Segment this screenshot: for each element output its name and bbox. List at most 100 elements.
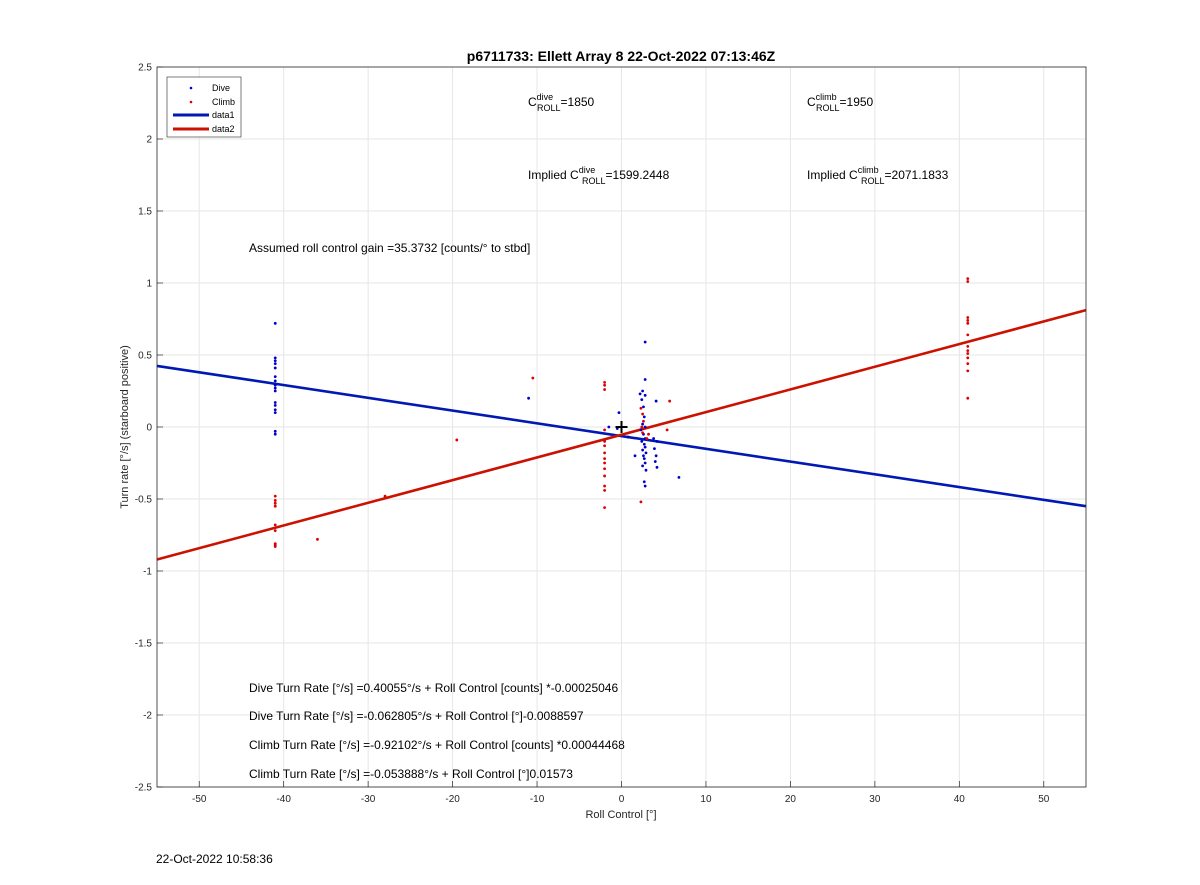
y-tick-label: 2.5: [138, 63, 152, 74]
dive-point: [273, 386, 277, 390]
dive-point: [654, 399, 658, 403]
legend-dive-marker: [189, 86, 193, 90]
dive-point: [273, 375, 277, 378]
climb-point: [273, 545, 277, 548]
legend: Dive Climb data1 data2: [166, 76, 242, 138]
x-tick-label: -10: [530, 794, 545, 805]
climb-point: [455, 438, 459, 442]
dive-point: [638, 392, 642, 396]
c-roll-dive-annotation: Cdive ROLL=1850: [528, 92, 595, 113]
dive-point: [641, 389, 645, 393]
c-roll-climb-superscript: climb: [816, 92, 837, 102]
climb-point: [603, 506, 607, 510]
dive-point: [273, 411, 277, 414]
climb-point: [273, 529, 277, 533]
climb-point: [603, 444, 607, 448]
climb-point: [603, 380, 607, 384]
dive-point: [642, 415, 646, 419]
dive-point: [273, 432, 277, 436]
dive-point: [643, 378, 647, 381]
dive-point: [273, 404, 277, 407]
x-tick-label: -30: [361, 794, 376, 805]
climb-point: [603, 461, 607, 465]
dive-point: [643, 425, 647, 429]
climb-point: [966, 344, 970, 348]
x-tick-label: -50: [192, 794, 207, 805]
dive-points: [273, 321, 681, 488]
dive-point: [527, 396, 530, 400]
dive-point: [273, 389, 277, 393]
legend-data2-label: data2: [212, 124, 235, 134]
dive-equation-counts: Dive Turn Rate [°/s] =0.40055°/s + Roll …: [249, 681, 618, 695]
y-tick-label: 0.5: [138, 351, 152, 362]
y-tick-label: 2: [146, 135, 152, 146]
legend-data1-label: data1: [212, 110, 235, 120]
c-roll-climb-symbol: C: [807, 95, 816, 109]
dive-point: [273, 321, 277, 325]
y-tick-label: -2: [143, 711, 152, 722]
dive-point: [642, 405, 645, 409]
climb-point: [603, 383, 607, 387]
climb-point: [966, 356, 970, 360]
y-tick-label: 0: [146, 423, 152, 434]
dive-point: [643, 484, 647, 488]
implied-dive-value: =1599.2448: [606, 168, 670, 182]
climb-point: [273, 523, 277, 527]
climb-point: [641, 431, 645, 435]
dive-point: [273, 429, 277, 433]
dive-point: [677, 476, 681, 479]
dive-point: [607, 425, 611, 429]
climb-point: [603, 484, 607, 488]
climb-point: [966, 349, 970, 353]
climb-point: [966, 277, 970, 281]
y-tick-label: -2.5: [135, 783, 153, 794]
climb-point: [603, 440, 607, 443]
c-roll-dive-subscript: ROLL: [537, 103, 561, 113]
climb-point: [966, 333, 970, 337]
dive-point: [273, 362, 277, 366]
dive-point: [273, 401, 277, 404]
climb-point: [603, 451, 607, 455]
dive-point: [641, 464, 645, 468]
y-tick-label: 1: [146, 279, 152, 290]
x-tick-label: 0: [619, 794, 625, 805]
c-roll-dive-value: =1850: [561, 95, 595, 109]
implied-dive-superscript: dive: [579, 165, 596, 175]
y-tick-label: -0.5: [135, 495, 153, 506]
climb-point: [640, 425, 644, 429]
x-tick-label: 30: [869, 794, 881, 805]
data2-fit-line: [156, 308, 1087, 561]
implied-climb-value: =2071.1833: [885, 168, 949, 182]
climb-point: [273, 499, 277, 502]
dive-point: [643, 340, 647, 344]
c-roll-dive-superscript: dive: [537, 92, 554, 102]
climb-equation-degrees: Climb Turn Rate [°/s] =-0.053888°/s + Ro…: [249, 767, 573, 781]
climb-point: [603, 474, 607, 478]
dive-point: [643, 445, 647, 449]
dive-point: [640, 440, 644, 443]
climb-point: [966, 369, 970, 373]
climb-point: [642, 419, 645, 423]
implied-climb-superscript: climb: [858, 165, 879, 175]
dive-point: [639, 428, 643, 432]
dive-point: [642, 457, 646, 461]
y-axis-label: Turn rate [°/s] (starboard positive): [119, 345, 131, 509]
chart-title: p6711733: Ellett Array 8 22-Oct-2022 07:…: [467, 48, 776, 64]
dive-point: [642, 480, 646, 484]
roll-gain-annotation: Assumed roll control gain =35.3732 [coun…: [249, 241, 530, 255]
x-tick-label: -20: [445, 794, 460, 805]
x-tick-label: 10: [700, 794, 712, 805]
climb-point: [645, 437, 649, 440]
y-tick-label: 1.5: [138, 207, 152, 218]
implied-c-roll-dive-annotation: Implied Cdive ROLL=1599.2448: [528, 165, 670, 186]
y-tick-label: -1.5: [135, 639, 153, 650]
climb-point: [531, 376, 535, 380]
dive-point: [273, 379, 277, 383]
dive-point: [655, 465, 659, 469]
implied-climb-subscript: ROLL: [861, 176, 885, 186]
legend-dive-label: Dive: [212, 83, 230, 93]
climb-equation-counts: Climb Turn Rate [°/s] =-0.92102°/s + Rol…: [249, 738, 625, 752]
dive-point: [654, 454, 658, 458]
climb-point: [603, 388, 607, 391]
